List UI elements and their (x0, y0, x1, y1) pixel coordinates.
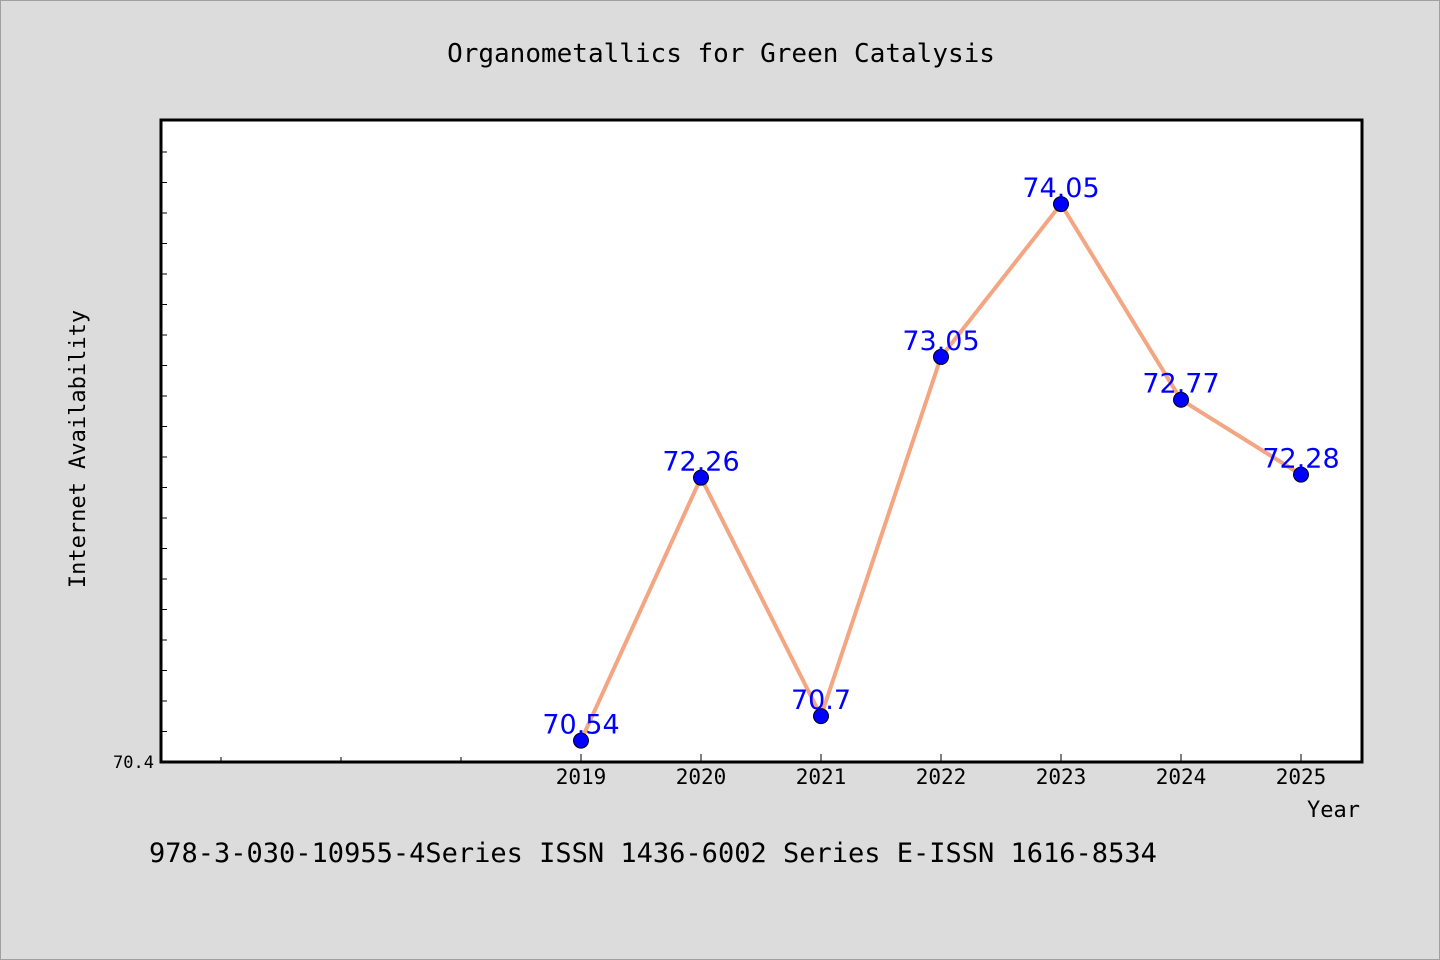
data-point (693, 469, 709, 486)
x-tick-label: 2024 (1156, 765, 1207, 789)
x-tick-label: 2019 (556, 765, 607, 789)
data-point (1293, 466, 1309, 483)
data-point (933, 348, 949, 365)
data-label: 72.28 (1262, 444, 1339, 475)
data-label: 70.54 (542, 710, 619, 741)
y-axis-ticks (161, 151, 167, 732)
y-axis-label: Internet Availability (66, 310, 91, 588)
data-label: 72.26 (662, 447, 739, 478)
data-label: 74.05 (1022, 173, 1099, 204)
y-tick-label: 70.4 (113, 753, 154, 773)
x-axis-tick-labels: 2019 2020 2021 2022 2023 2024 2025 (556, 765, 1327, 789)
footer-isbn-text: 978-3-030-10955-4Series ISSN 1436-6002 S… (149, 838, 1157, 869)
x-tick-label: 2023 (1036, 765, 1087, 789)
plot-area (159, 118, 1364, 764)
data-point (1053, 196, 1069, 213)
x-axis-ticks (220, 754, 1302, 762)
data-point (573, 732, 589, 749)
data-point (813, 708, 829, 725)
x-axis-label: Year (1307, 798, 1360, 823)
data-label: 70.7 (791, 685, 851, 716)
x-tick-label: 2020 (676, 765, 727, 789)
chart-title: Organometallics for Green Catalysis (447, 39, 995, 69)
series-markers (573, 196, 1309, 749)
x-tick-label: 2022 (916, 765, 967, 789)
data-point (1173, 391, 1189, 408)
x-tick-label: 2025 (1276, 765, 1327, 789)
x-tick-label: 2021 (796, 765, 847, 789)
data-label: 73.05 (902, 326, 979, 357)
series-data-labels: 70.54 72.26 70.7 73.05 74.05 72.77 72.28 (542, 173, 1339, 741)
data-label: 72.77 (1142, 369, 1219, 400)
